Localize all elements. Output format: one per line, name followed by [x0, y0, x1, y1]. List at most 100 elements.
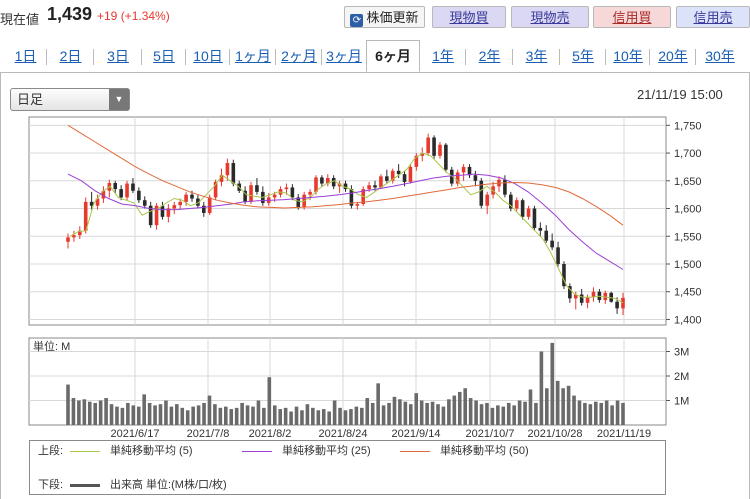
volume-bar	[452, 395, 457, 425]
tab-5[interactable]: 1ヶ月	[235, 48, 271, 64]
tab-12[interactable]: 5年	[572, 48, 594, 64]
candle-body	[219, 175, 224, 182]
tab-13[interactable]: 10年	[613, 48, 643, 64]
volume-bar	[175, 404, 179, 425]
spot-sell-label: 現物売	[530, 10, 570, 25]
candle-body	[568, 286, 572, 299]
volume-bar	[272, 405, 277, 425]
volume-bar	[447, 399, 451, 425]
candle-body	[284, 187, 289, 190]
volume-bar	[593, 401, 598, 425]
candle-body	[95, 198, 100, 206]
spot-buy-button[interactable]: 現物買	[432, 6, 506, 28]
tab-separator	[275, 49, 276, 65]
refresh-price-button[interactable]: ⟳ 株価更新	[344, 6, 425, 28]
volume-bar	[572, 395, 576, 425]
volume-bar	[218, 407, 223, 425]
candle-body	[255, 185, 259, 192]
period-select[interactable]: 日足 ▼	[10, 88, 130, 111]
price-tick-label: 1,700	[674, 148, 702, 160]
tab-14[interactable]: 20年	[658, 48, 688, 64]
volume-bar	[185, 410, 190, 425]
candle-body	[432, 137, 436, 156]
candle-body	[125, 183, 129, 198]
candle-body	[420, 153, 425, 156]
tab-2[interactable]: 3日	[107, 48, 129, 64]
candle-body	[349, 189, 354, 206]
candle-body	[160, 205, 165, 217]
candle-body	[154, 205, 159, 226]
candle-body	[337, 183, 342, 187]
legend-volume-label: 出来高 単位:(M株/口/枚)	[110, 479, 227, 491]
price-tick-label: 1,500	[674, 259, 702, 271]
volume-bar	[207, 395, 212, 425]
candle-body	[355, 204, 360, 206]
legend-lower-label: 下段:	[38, 479, 64, 491]
volume-bar	[604, 400, 609, 425]
tab-8[interactable]: 6ヶ月	[366, 40, 420, 72]
volume-bar	[479, 404, 484, 425]
tab-10[interactable]: 2年	[478, 48, 501, 64]
volume-bar	[566, 385, 571, 425]
volume-bar	[392, 396, 397, 425]
candle-body	[314, 177, 318, 192]
volume-bar	[196, 405, 201, 425]
candle-body	[249, 185, 253, 202]
price-label: 現在値	[0, 12, 40, 27]
candle-body	[373, 185, 377, 188]
tab-4[interactable]: 10日	[193, 48, 223, 64]
tab-3[interactable]: 5日	[153, 48, 175, 64]
margin-buy-button[interactable]: 信用買	[593, 6, 671, 28]
volume-bar	[343, 410, 348, 425]
volume-bar	[267, 377, 272, 425]
tab-separator	[46, 49, 47, 65]
volume-bar	[370, 402, 375, 425]
margin-sell-button[interactable]: 信用売	[676, 6, 750, 28]
tab-7[interactable]: 3ヶ月	[326, 48, 362, 64]
volume-bar	[354, 406, 359, 425]
volume-bar	[545, 388, 549, 425]
tab-6[interactable]: 2ヶ月	[281, 48, 317, 64]
tab-1[interactable]: 2日	[59, 48, 82, 64]
candle-body	[66, 237, 70, 242]
volume-bar	[523, 401, 527, 425]
candle-body	[343, 183, 348, 190]
volume-bar	[463, 388, 468, 425]
volume-bar	[164, 400, 168, 425]
candle-body	[148, 205, 153, 226]
tab-15[interactable]: 30年	[705, 48, 735, 64]
legend-swatch	[70, 451, 100, 452]
price-tick-label: 1,650	[674, 176, 702, 188]
volume-bar	[332, 400, 337, 425]
candle-body	[213, 181, 218, 198]
volume-bar	[555, 380, 560, 425]
tab-11[interactable]: 3年	[525, 48, 548, 64]
tab-0[interactable]: 1日	[14, 48, 37, 64]
candle-body	[320, 177, 324, 184]
candle-body	[591, 291, 596, 298]
candle-body	[290, 187, 295, 198]
volume-bar	[115, 406, 119, 425]
candle-body	[509, 194, 513, 209]
spot-sell-button[interactable]: 現物売	[511, 6, 589, 28]
volume-bar	[305, 404, 310, 425]
candle-body	[438, 144, 442, 156]
volume-bar	[180, 407, 185, 425]
tab-9[interactable]: 1年	[432, 48, 454, 64]
candle-body	[609, 292, 613, 302]
volume-bar	[501, 406, 506, 425]
candle-body	[166, 208, 171, 217]
volume-bar	[213, 404, 217, 425]
candle-body	[414, 155, 419, 167]
volume-bar	[506, 402, 511, 425]
volume-bar	[496, 405, 500, 425]
candle-body	[243, 190, 247, 202]
volume-swatch	[70, 484, 100, 487]
tab-separator	[93, 49, 94, 65]
volume-bar	[387, 402, 391, 425]
legend-upper-label: 上段:	[38, 445, 64, 457]
refresh-label: 株価更新	[366, 10, 419, 25]
candle-body	[184, 194, 188, 202]
refresh-icon: ⟳	[350, 14, 364, 27]
legend-swatch	[242, 451, 272, 452]
